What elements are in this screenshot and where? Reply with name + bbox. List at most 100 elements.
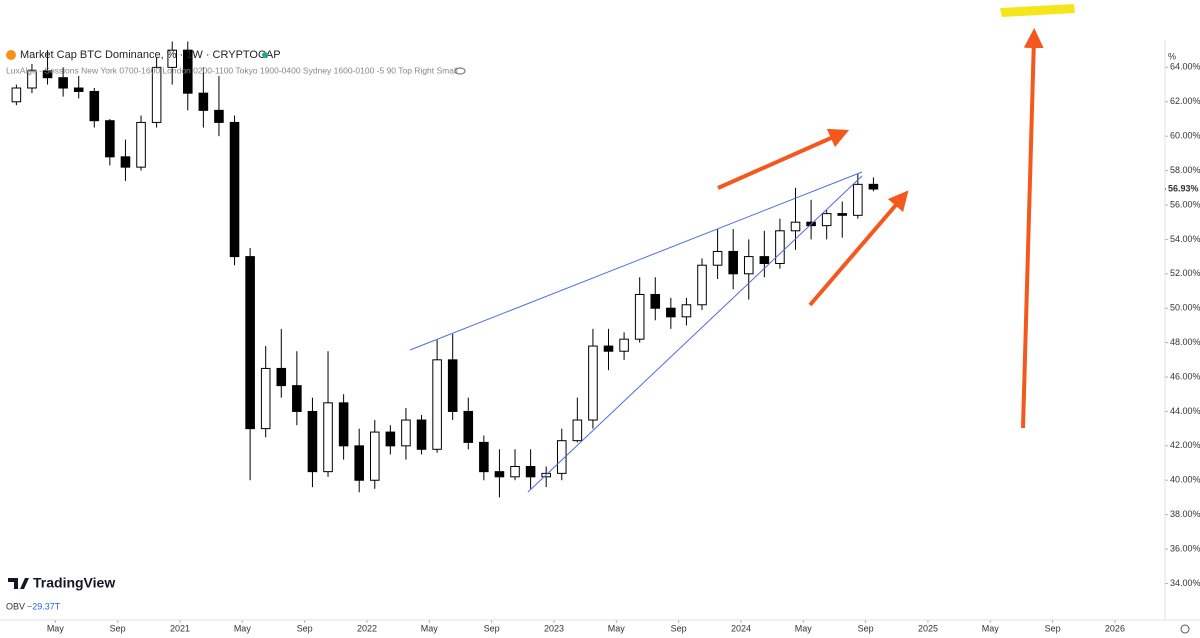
candle-body <box>307 410 318 473</box>
brand-logo <box>8 578 29 589</box>
y-tick-label: 64.00% <box>1170 62 1200 72</box>
trend-line-lower <box>527 175 863 493</box>
x-tick-label: 2026 <box>1105 623 1125 633</box>
y-tick-label: 56.00% <box>1170 199 1200 209</box>
candle-body <box>821 213 832 227</box>
candle-body <box>292 385 302 412</box>
candle-body <box>182 49 193 94</box>
x-tick-label: May <box>234 623 252 633</box>
candle-body <box>276 367 287 387</box>
x-tick-label: 2021 <box>170 623 190 633</box>
candle-body <box>712 250 723 266</box>
candle-body <box>837 213 848 216</box>
candle-body <box>666 307 676 318</box>
arrow <box>717 128 850 190</box>
candle-body <box>42 70 53 79</box>
x-tick-label: May <box>795 623 813 633</box>
x-tick-label: Sep <box>297 623 313 633</box>
y-tick-label: 48.00% <box>1170 337 1200 347</box>
status-dot <box>262 52 268 58</box>
last-price-box <box>1166 182 1199 195</box>
eye-icon <box>454 67 466 75</box>
candle-body <box>619 338 629 352</box>
candle-body <box>743 256 754 275</box>
y-tick-label: 50.00% <box>1170 303 1200 313</box>
y-tick-label: 44.00% <box>1170 406 1200 416</box>
candle-body <box>494 471 505 478</box>
candle-body <box>697 264 707 306</box>
x-tick-label: May <box>421 623 439 633</box>
candle-body <box>369 431 380 481</box>
y-tick-label: 36.00% <box>1170 543 1200 553</box>
indicator-label: LuxAlgo - Sessions New York 0700-1600 Lo… <box>6 65 458 75</box>
candle-body <box>245 256 255 430</box>
candle-body <box>338 402 349 447</box>
candle-body <box>759 256 770 264</box>
y-tick-label: 58.00% <box>1170 165 1200 175</box>
candle-body <box>556 440 567 474</box>
x-tick-label: May <box>608 623 626 633</box>
candle-body <box>401 419 411 447</box>
x-tick-label: May <box>982 623 1000 633</box>
y-tick-label: 60.00% <box>1170 131 1200 141</box>
y-tick-label: 54.00% <box>1170 234 1200 244</box>
candle-body <box>775 230 785 264</box>
candle-body <box>120 156 131 168</box>
candle-body <box>853 183 863 216</box>
candle-body <box>354 445 364 481</box>
candle-body <box>260 367 271 430</box>
obv-label: OBV <box>6 601 25 611</box>
brand-name: TradingView <box>33 575 115 591</box>
candle-body <box>27 70 37 89</box>
y-tick-label: 42.00% <box>1170 440 1200 450</box>
candle-body <box>868 183 879 190</box>
candle-body <box>525 465 536 478</box>
x-tick-label: Sep <box>484 623 500 633</box>
candle-body <box>790 221 801 232</box>
plot-area <box>11 41 879 498</box>
arrow <box>1021 28 1044 429</box>
x-tick-label: May <box>47 623 65 633</box>
candle-body <box>167 49 177 68</box>
candle-body <box>89 90 100 122</box>
arrow <box>808 190 909 307</box>
candle-body <box>463 410 474 443</box>
last-price-label: 56.93% <box>1168 183 1199 193</box>
y-tick-label: 62.00% <box>1170 96 1200 106</box>
y-tick-label: 46.00% <box>1170 371 1200 381</box>
chart-title: Market Cap BTC Dominance, % · 1W · CRYPT… <box>20 49 281 61</box>
candle-body <box>634 293 645 340</box>
candle-body <box>603 345 614 352</box>
x-tick-label: Sep <box>110 623 126 633</box>
obv-value: −29.37T <box>27 601 61 611</box>
y-unit: % <box>1168 51 1176 61</box>
symbol-icon <box>6 50 16 60</box>
y-tick-label: 38.00% <box>1170 509 1200 519</box>
highlight <box>1000 4 1075 17</box>
candle-body <box>416 419 427 450</box>
y-tick-label: 52.00% <box>1170 268 1200 278</box>
candle-body <box>323 402 333 473</box>
x-tick-label: Sep <box>671 623 687 633</box>
candle-body <box>572 419 583 442</box>
x-tick-label: Sep <box>1045 623 1061 633</box>
x-tick-label: Sep <box>858 623 874 633</box>
candle-body <box>58 77 68 89</box>
candle-body <box>479 441 489 473</box>
y-tick-label: 34.00% <box>1170 578 1200 588</box>
settings-icon[interactable] <box>1180 624 1190 634</box>
x-tick-label: 2025 <box>918 623 938 633</box>
candle-body <box>432 359 442 450</box>
candle-body <box>229 121 240 258</box>
candle-body <box>105 120 115 158</box>
trend-line-upper <box>409 171 863 351</box>
x-tick-label: 2022 <box>357 623 377 633</box>
x-tick-label: 2023 <box>544 623 564 633</box>
candle-body <box>681 304 692 318</box>
x-tick-label: 2024 <box>731 623 751 633</box>
candle-body <box>214 109 224 123</box>
candle-body <box>73 87 84 92</box>
candle-body <box>510 465 520 478</box>
candle-body <box>11 87 22 103</box>
